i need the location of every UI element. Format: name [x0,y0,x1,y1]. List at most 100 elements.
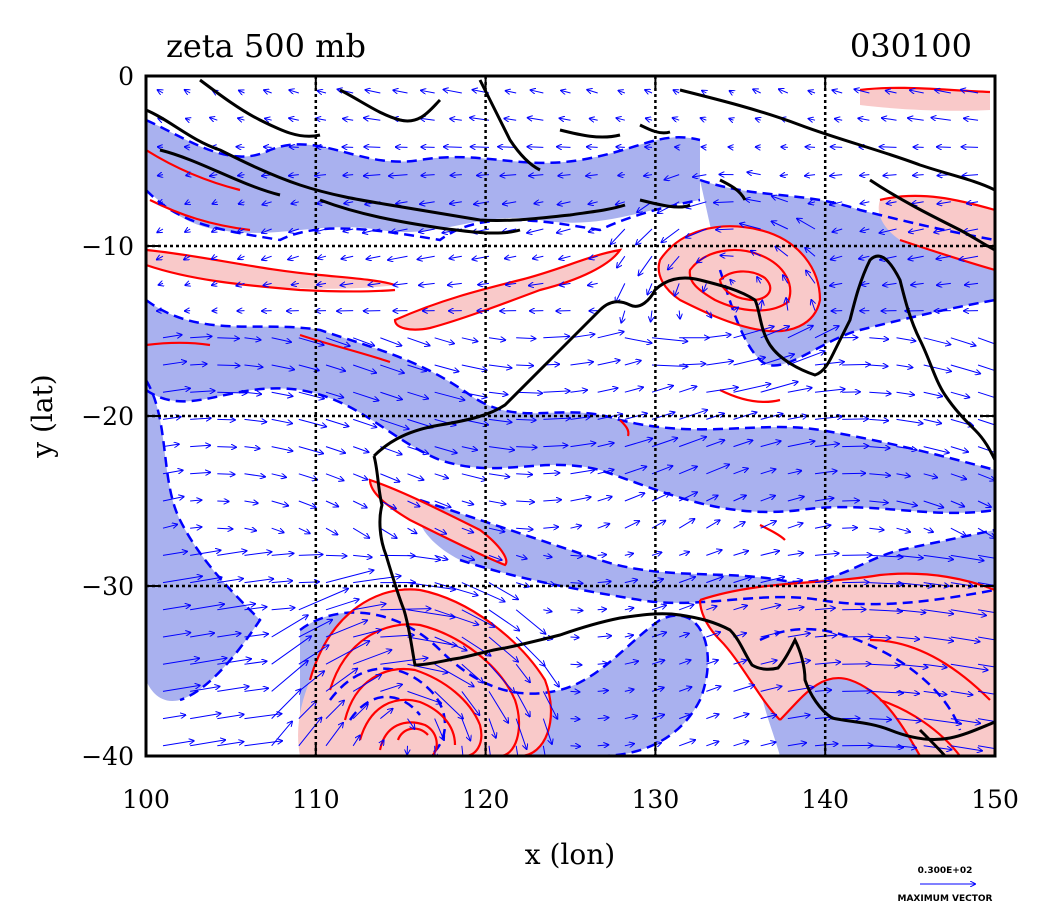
wind-vector [923,446,949,453]
wind-vector [787,351,825,366]
wind-vector [271,446,293,451]
wind-vector [651,493,669,502]
wind-vector [290,147,299,148]
wind-vector [720,255,734,256]
wind-vector [923,364,951,371]
wind-vector [706,714,718,720]
wind-vector [621,310,625,323]
wind-vector [977,473,995,481]
wind-vector [238,175,245,176]
wind-vector [516,338,535,339]
wind-vector [461,473,486,480]
wind-vector [869,691,903,693]
wind-vector [950,391,969,397]
wind-vector [533,256,544,258]
wind-vector [325,570,373,584]
wind-vector [950,337,976,346]
wind-vector [450,256,462,258]
wind-vector [842,473,865,474]
wind-vector [644,175,653,176]
wind-vector [325,391,343,397]
wind-vector [787,497,804,502]
wind-vector [678,467,697,475]
wind-vector [186,175,190,176]
wind-vector [407,636,456,645]
wind-vector [380,740,383,745]
wind-vector [911,283,924,285]
wind-vector [542,745,546,756]
wind-vector [271,391,293,396]
y-tick-label: −10 [81,232,134,261]
wind-vector [244,419,266,422]
wind-vector [488,446,514,450]
wind-vector [317,283,327,284]
wind-vector [934,229,951,232]
wind-vector [913,175,924,176]
wind-vector [353,630,381,638]
wind-vector [559,256,571,259]
wind-vector [516,528,533,529]
wind-vector [298,527,310,533]
wind-vector [814,498,833,501]
wind-vector [461,364,487,370]
wind-vector [760,521,776,529]
wind-vector [158,90,163,93]
wind-vector [190,633,214,638]
wind-vector [962,147,979,148]
wind-vector [561,91,571,93]
wind-vector [977,690,995,695]
wind-vector [450,202,462,204]
wind-vector [515,663,530,682]
wind-vector [503,202,517,204]
wind-vector [896,338,916,341]
wind-vector [380,635,413,637]
wind-vector [896,446,917,450]
wind-vector [589,202,598,204]
wind-vector [393,90,408,93]
wind-vector [869,637,890,638]
wind-vector [923,528,933,532]
wind-vector [909,229,924,232]
wind-vector [950,527,966,536]
y-axis-label: y (lat) [26,374,59,458]
wind-vector [706,686,720,692]
wind-vector [624,716,637,719]
wind-vector [407,446,428,454]
wind-vector [434,691,463,718]
wind-vector [516,419,536,420]
wind-vector [733,577,752,584]
wind-vector [543,473,559,474]
wind-vector [434,500,451,507]
wind-vector [869,419,888,420]
wind-vector [162,362,186,366]
wind-vector [477,175,490,176]
wind-vector [488,365,511,368]
wind-vector [244,392,261,394]
wind-vector [298,391,324,398]
wind-vector [185,283,190,285]
wind-vector [760,577,784,584]
wind-vector [515,745,519,756]
wind-vector [217,742,243,747]
wind-vector [212,283,217,285]
wind-vector [937,283,951,285]
wind-vector [693,175,707,177]
x-tick-label: 150 [971,785,1019,814]
wind-vector [701,118,707,120]
wind-vector [977,337,995,346]
wind-vector [597,690,608,691]
wind-vector [597,663,607,664]
wind-vector [341,283,354,285]
wind-vector [262,202,272,205]
wind-vector [238,118,245,120]
wind-vector [461,663,483,682]
wind-vector [869,392,890,393]
wind-vector [407,364,426,371]
wind-vector [184,256,191,259]
wind-vector [325,701,344,719]
wind-vector [421,118,435,120]
wind-vector [210,175,218,176]
wind-vector [651,688,664,692]
wind-vector [190,445,210,446]
wind-vector [353,555,372,557]
